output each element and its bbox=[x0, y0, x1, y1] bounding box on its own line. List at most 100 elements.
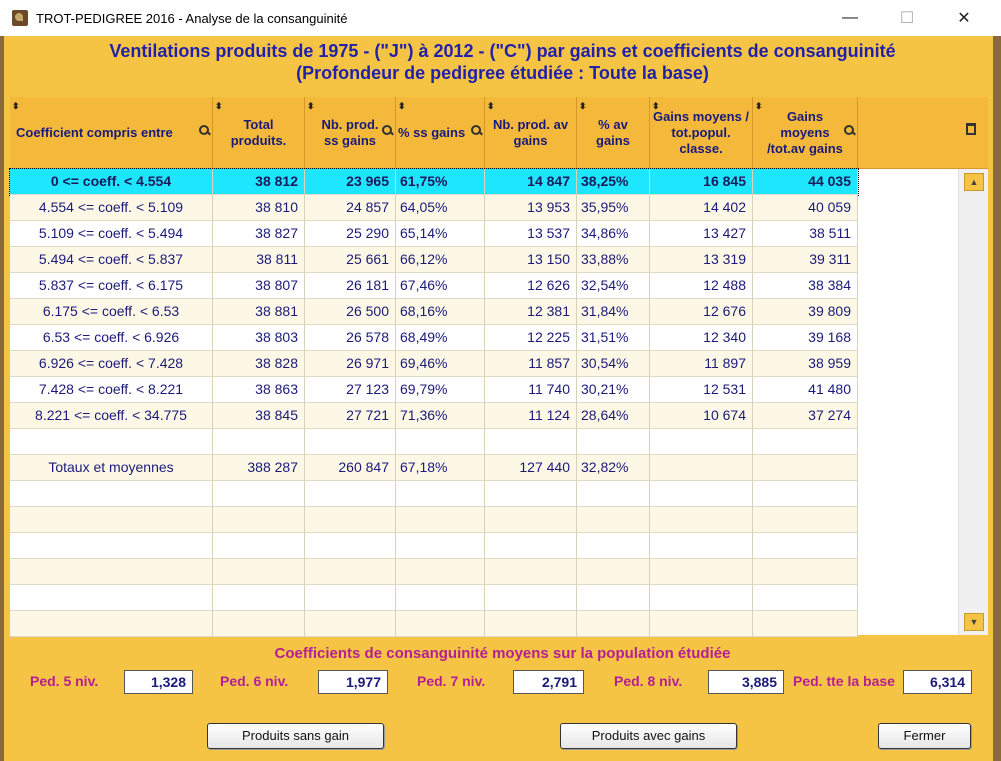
search-icon[interactable] bbox=[382, 125, 393, 136]
ped-6-field[interactable]: 1,977 bbox=[318, 670, 388, 694]
column-header-nb-av-gains[interactable]: ⬍ Nb. prod. av gains bbox=[485, 97, 577, 169]
scroll-up-button[interactable]: ▲ bbox=[964, 173, 984, 191]
ped-5-field[interactable]: 1,328 bbox=[124, 670, 193, 694]
table-cell bbox=[10, 507, 213, 533]
table-cell bbox=[753, 455, 858, 481]
column-header-gains-moyens-av[interactable]: ⬍ Gains moyens /tot.av gains bbox=[753, 97, 858, 169]
table-cell: 16 845 bbox=[650, 169, 753, 195]
table-cell: 38 881 bbox=[213, 299, 305, 325]
produits-sans-gain-button[interactable]: Produits sans gain bbox=[207, 723, 384, 749]
table-cell: 13 537 bbox=[485, 221, 577, 247]
sort-icon[interactable]: ⬍ bbox=[579, 101, 587, 111]
table-cell: 26 971 bbox=[305, 351, 396, 377]
table-cell: Totaux et moyennes bbox=[10, 455, 213, 481]
minimize-button[interactable]: — bbox=[842, 9, 858, 26]
search-icon[interactable] bbox=[199, 125, 210, 136]
window-title: TROT-PEDIGREE 2016 - Analyse de la consa… bbox=[36, 10, 348, 26]
table-cell bbox=[305, 585, 396, 611]
table-cell bbox=[650, 585, 753, 611]
table-cell bbox=[305, 481, 396, 507]
column-header-pct-av-gains[interactable]: ⬍ % av gains bbox=[577, 97, 650, 169]
table-row[interactable]: 4.554 <= coeff. < 5.109 38 810 24 857 64,05… bbox=[10, 195, 858, 221]
sort-icon[interactable]: ⬍ bbox=[12, 101, 20, 111]
table-cell: 39 168 bbox=[753, 325, 858, 351]
ped-7-field[interactable]: 2,791 bbox=[513, 670, 584, 694]
table-cell: 38 828 bbox=[213, 351, 305, 377]
column-header-label: Gains moyens /tot.av gains bbox=[767, 108, 843, 156]
fermer-button[interactable]: Fermer bbox=[878, 723, 971, 749]
trash-icon[interactable] bbox=[966, 123, 976, 135]
table-cell: 71,36% bbox=[396, 403, 485, 429]
table-row[interactable]: 8.221 <= coeff. < 34.775 38 845 27 721 71,3… bbox=[10, 403, 858, 429]
sort-icon[interactable]: ⬍ bbox=[487, 101, 495, 111]
table-cell bbox=[396, 585, 485, 611]
table-cell: 4.554 <= coeff. < 5.109 bbox=[10, 195, 213, 221]
table-row[interactable] bbox=[10, 611, 858, 637]
table-row[interactable] bbox=[10, 559, 858, 585]
table-cell bbox=[650, 481, 753, 507]
maximize-button[interactable]: ☐ bbox=[899, 10, 915, 27]
table-cell: 5.837 <= coeff. < 6.175 bbox=[10, 273, 213, 299]
scroll-down-button[interactable]: ▼ bbox=[964, 613, 984, 631]
table-cell bbox=[650, 429, 753, 455]
table-cell bbox=[396, 611, 485, 637]
table-row[interactable] bbox=[10, 533, 858, 559]
table-cell: 39 809 bbox=[753, 299, 858, 325]
table-row-selected[interactable]: 0 <= coeff. < 4.554 38 812 23 965 61,75% 14 … bbox=[9, 168, 859, 196]
sort-icon[interactable]: ⬍ bbox=[215, 101, 223, 111]
table-cell bbox=[10, 585, 213, 611]
ped-5-label: Ped. 5 niv. bbox=[30, 673, 99, 689]
summary-title: Coefficients de consanguinité moyens sur… bbox=[274, 645, 731, 662]
table-row[interactable] bbox=[10, 585, 858, 611]
column-header-coefficient[interactable]: ⬍ Coefficient compris entre bbox=[10, 97, 213, 169]
search-icon[interactable] bbox=[471, 125, 482, 136]
table-cell bbox=[577, 585, 650, 611]
table-row[interactable]: 6.175 <= coeff. < 6.53 38 881 26 500 68,16%… bbox=[10, 299, 858, 325]
ped-8-field[interactable]: 3,885 bbox=[708, 670, 784, 694]
sort-icon[interactable]: ⬍ bbox=[307, 101, 315, 111]
column-header-gains-moyens-classe[interactable]: ⬍ Gains moyens / tot.popul. classe. bbox=[650, 97, 753, 169]
table-row[interactable]: 7.428 <= coeff. < 8.221 38 863 27 123 69,79… bbox=[10, 377, 858, 403]
vertical-scrollbar[interactable]: ▲ ▼ bbox=[958, 169, 988, 635]
table-row[interactable]: 6.53 <= coeff. < 6.926 38 803 26 578 68,49%… bbox=[10, 325, 858, 351]
close-button[interactable]: ✕ bbox=[957, 10, 971, 27]
table-cell: 12 676 bbox=[650, 299, 753, 325]
table-cell: 38 863 bbox=[213, 377, 305, 403]
column-header-total[interactable]: ⬍ Total produits. bbox=[213, 97, 305, 169]
sort-icon[interactable]: ⬍ bbox=[652, 101, 660, 111]
table-row[interactable]: Totaux et moyennes 388 287 260 847 67,18% 12… bbox=[10, 455, 858, 481]
table-row[interactable]: 5.109 <= coeff. < 5.494 38 827 25 290 65,14… bbox=[10, 221, 858, 247]
column-header-label: Gains moyens / tot.popul. classe. bbox=[652, 108, 750, 156]
ped-all-field[interactable]: 6,314 bbox=[903, 670, 972, 694]
table-row[interactable]: 6.926 <= coeff. < 7.428 38 828 26 971 69,46… bbox=[10, 351, 858, 377]
table-cell bbox=[753, 507, 858, 533]
table-cell: 8.221 <= coeff. < 34.775 bbox=[10, 403, 213, 429]
table-cell: 37 274 bbox=[753, 403, 858, 429]
column-header-label: Nb. prod. av gains bbox=[492, 116, 569, 148]
window-frame-left bbox=[0, 36, 4, 761]
column-header-pct-ss-gains[interactable]: ⬍ % ss gains bbox=[396, 97, 485, 169]
sort-icon[interactable]: ⬍ bbox=[398, 101, 406, 111]
produits-avec-gains-button[interactable]: Produits avec gains bbox=[560, 723, 737, 749]
table-cell bbox=[305, 507, 396, 533]
grid-body: 0 <= coeff. < 4.554 38 812 23 965 61,75% 14 … bbox=[9, 168, 958, 637]
table-row[interactable]: 5.494 <= coeff. < 5.837 38 811 25 661 66,12… bbox=[10, 247, 858, 273]
table-cell bbox=[577, 611, 650, 637]
ped-6-label: Ped. 6 niv. bbox=[220, 673, 289, 689]
table-cell: 61,75% bbox=[396, 169, 485, 195]
table-row[interactable] bbox=[10, 481, 858, 507]
column-header-nb-ss-gains[interactable]: ⬍ Nb. prod. ss gains bbox=[305, 97, 396, 169]
table-cell: 69,46% bbox=[396, 351, 485, 377]
table-row[interactable] bbox=[10, 507, 858, 533]
table-cell: 11 740 bbox=[485, 377, 577, 403]
sort-icon[interactable]: ⬍ bbox=[755, 101, 763, 111]
table-cell: 41 480 bbox=[753, 377, 858, 403]
search-icon[interactable] bbox=[844, 125, 855, 136]
table-row[interactable] bbox=[10, 429, 858, 455]
results-grid: ⬍ Coefficient compris entre ⬍ Total prod… bbox=[9, 97, 988, 637]
table-cell bbox=[10, 533, 213, 559]
table-row[interactable]: 5.837 <= coeff. < 6.175 38 807 26 181 67,46… bbox=[10, 273, 858, 299]
heading-line-1: Ventilations produits de 1975 - ("J") à … bbox=[109, 41, 896, 61]
column-header-label: Nb. prod. ss gains bbox=[321, 116, 379, 148]
table-cell bbox=[485, 429, 577, 455]
